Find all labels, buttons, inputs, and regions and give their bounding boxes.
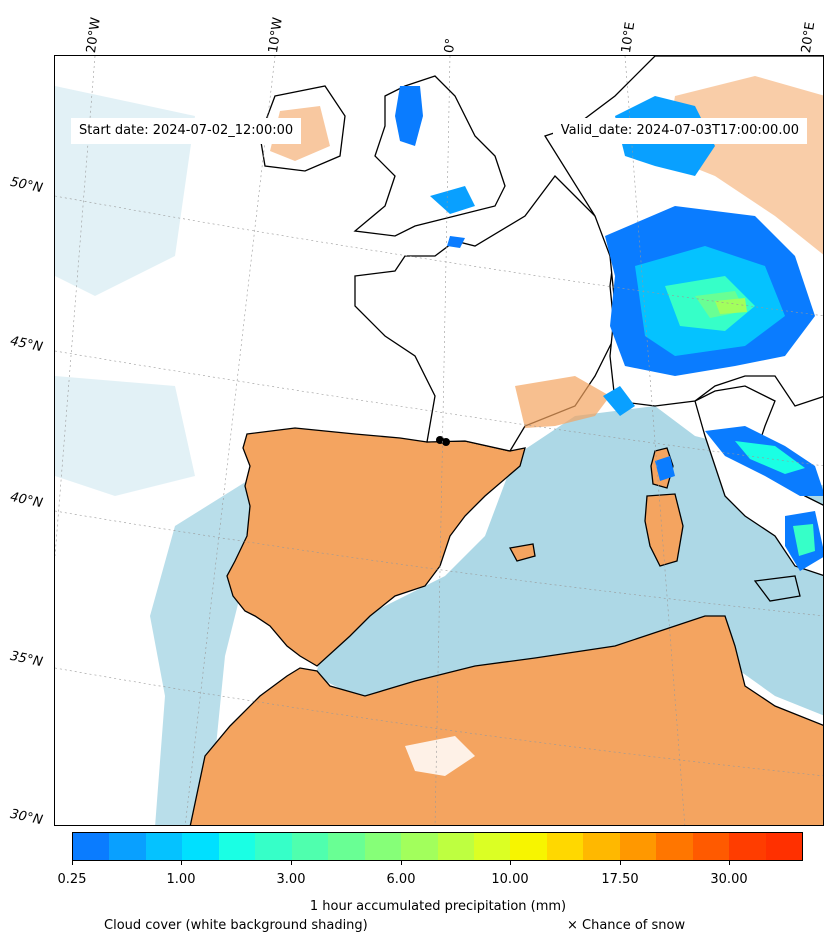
lat-label-30n: 30°N bbox=[8, 806, 44, 829]
colorbar-segment bbox=[765, 833, 803, 860]
cbar-tick-label: 1.00 bbox=[166, 872, 196, 887]
colorbar-segment bbox=[109, 833, 146, 860]
start-date-label: Start date: 2024-07-02_12:00:00 bbox=[71, 118, 302, 144]
colorbar-segment bbox=[546, 833, 584, 860]
colorbar-segment bbox=[291, 833, 329, 860]
precipitation-map bbox=[55, 56, 823, 825]
cbar-tick-label: 10.00 bbox=[491, 872, 529, 887]
colorbar-segment bbox=[619, 833, 657, 860]
colorbar-segment bbox=[328, 833, 365, 860]
colorbar-segment bbox=[656, 833, 693, 860]
lon-label-20w: 20°W bbox=[84, 16, 104, 55]
cbar-tick-mark bbox=[620, 861, 621, 865]
graticule bbox=[55, 56, 823, 825]
cbar-tick-mark bbox=[72, 861, 73, 865]
lon-label-0: 0° bbox=[442, 37, 459, 55]
lat-label-35n: 35°N bbox=[8, 648, 44, 671]
cbar-tick-mark bbox=[401, 861, 402, 865]
lon-label-10w: 10°W bbox=[266, 16, 286, 55]
cbar-tick-label: 3.00 bbox=[276, 872, 306, 887]
colorbar-segment bbox=[729, 833, 766, 860]
cbar-tick-label: 17.50 bbox=[601, 872, 639, 887]
sicily-land bbox=[753, 575, 801, 602]
colorbar-segment bbox=[473, 833, 511, 860]
colorbar-segment bbox=[182, 833, 219, 860]
cloud-cover-note: Cloud cover (white background shading) bbox=[104, 918, 368, 933]
colorbar-segment bbox=[255, 833, 292, 860]
sardinia-land bbox=[644, 493, 684, 567]
cbar-tick-label: 6.00 bbox=[386, 872, 416, 887]
colorbar-segment bbox=[510, 833, 547, 860]
lon-label-20e: 20°E bbox=[799, 21, 819, 55]
cbar-tick-label: 0.25 bbox=[57, 872, 87, 887]
colorbar-segment bbox=[145, 833, 183, 860]
cbar-tick-mark bbox=[181, 861, 182, 865]
cbar-tick-mark bbox=[510, 861, 511, 865]
colorbar-title: 1 hour accumulated precipitation (mm) bbox=[309, 899, 567, 914]
cbar-tick-mark bbox=[729, 861, 730, 865]
cbar-tick-label: 30.00 bbox=[710, 872, 748, 887]
sahara-cloud-patch bbox=[405, 736, 475, 776]
north-africa-land bbox=[189, 615, 823, 825]
lat-label-50n: 50°N bbox=[8, 174, 44, 197]
cbar-tick-mark bbox=[291, 861, 292, 865]
france-south-clear bbox=[515, 376, 610, 428]
atlantic-sea-clear bbox=[150, 476, 255, 825]
lat-label-45n: 45°N bbox=[8, 333, 44, 356]
lon-label-10e: 10°E bbox=[619, 21, 639, 55]
colorbar-segment bbox=[583, 833, 620, 860]
map-panel: Start date: 2024-07-02_12:00:00 Valid_da… bbox=[54, 55, 824, 826]
snow-chance-markers bbox=[436, 436, 450, 446]
lat-label-40n: 40°N bbox=[8, 489, 44, 512]
balearic-islands bbox=[509, 543, 536, 562]
colorbar-segment bbox=[218, 833, 256, 860]
colorbar-segment bbox=[437, 833, 474, 860]
precipitation-colorbar bbox=[72, 832, 803, 861]
colorbar-segment bbox=[73, 833, 110, 860]
snow-chance-note: × Chance of snow bbox=[567, 918, 686, 933]
colorbar-segment bbox=[401, 833, 438, 860]
colorbar-segment bbox=[692, 833, 730, 860]
colorbar-segment bbox=[364, 833, 402, 860]
north-atlantic-haze bbox=[55, 86, 195, 496]
valid-date-label: Valid_date: 2024-07-03T17:00:00.00 bbox=[552, 118, 807, 144]
